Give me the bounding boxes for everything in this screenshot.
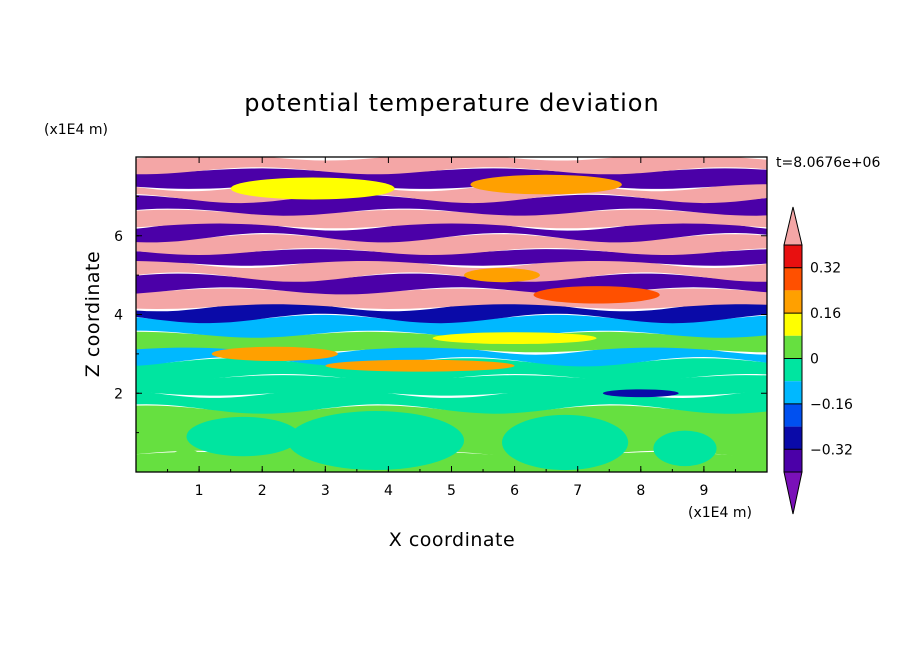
colorbar-tick-label: −0.16	[810, 397, 853, 413]
colorbar: 0.32 0.16 0 −0.16 −0.32	[783, 206, 853, 515]
field-band	[136, 221, 767, 243]
x-tick-label: 2	[258, 483, 267, 499]
field-patch	[464, 268, 540, 283]
colorbar-tick-label: −0.32	[810, 442, 853, 458]
field-band	[136, 234, 767, 255]
y-axis-ticks: 2 4 6	[114, 195, 767, 434]
x-tick-label: 5	[447, 483, 456, 499]
field-band	[136, 301, 767, 324]
field-band	[136, 168, 767, 189]
field-band	[136, 258, 767, 282]
z-unit-label: (x1E4 m)	[44, 122, 108, 138]
colorbar-segment	[784, 403, 802, 427]
field-patch	[533, 286, 660, 304]
colorbar-segment	[784, 335, 802, 359]
field-patch	[170, 449, 203, 467]
field-patch	[287, 411, 465, 470]
field-band	[136, 194, 767, 216]
x-tick-label: 6	[510, 483, 519, 499]
field-patch	[186, 416, 301, 457]
field-band	[136, 314, 767, 338]
y-axis-label: Z coordinate	[82, 251, 104, 377]
field-band	[136, 157, 767, 175]
x-unit-label: (x1E4 m)	[688, 505, 752, 521]
colorbar-segment	[784, 358, 802, 382]
colorbar-tick-label: 0.32	[810, 261, 841, 277]
chart-title: potential temperature deviation	[244, 89, 659, 117]
field-patch	[325, 359, 515, 372]
field-patch	[470, 174, 622, 195]
x-tick-label: 9	[699, 483, 708, 499]
x-axis-label: X coordinate	[389, 529, 515, 551]
colorbar-extend-high	[783, 206, 803, 246]
x-tick-label: 7	[573, 483, 582, 499]
field-patch	[230, 177, 395, 200]
time-label: t=8.0676e+06	[776, 155, 880, 171]
colorbar-segment	[784, 267, 802, 291]
field-band	[136, 249, 767, 266]
field-patch	[501, 414, 629, 471]
field-patch	[211, 346, 338, 361]
colorbar-segment	[784, 449, 802, 472]
x-tick-label: 1	[195, 483, 204, 499]
field-patch	[432, 332, 597, 345]
field-band	[136, 345, 767, 367]
colorbar-tick-label: 0	[810, 352, 819, 368]
x-tick-label: 4	[384, 483, 393, 499]
y-tick-label: 6	[114, 229, 123, 245]
field-patch	[653, 430, 717, 467]
colorbar-segment	[784, 313, 802, 336]
x-tick-label: 8	[636, 483, 645, 499]
colorbar-segment	[784, 245, 802, 268]
field-patch	[602, 389, 679, 398]
field-plot	[136, 157, 767, 472]
y-tick-label: 2	[114, 386, 123, 402]
colorbar-tick-label: 0.16	[810, 306, 841, 322]
x-tick-label: 3	[321, 483, 330, 499]
colorbar-segment	[784, 381, 802, 404]
colorbar-segment	[784, 290, 802, 314]
y-tick-label: 4	[114, 308, 123, 324]
x-axis-ticks: 1 2 3 4 5 6 7 8 9	[167, 157, 736, 499]
colorbar-extend-low	[783, 471, 803, 515]
colorbar-segment	[784, 426, 802, 450]
